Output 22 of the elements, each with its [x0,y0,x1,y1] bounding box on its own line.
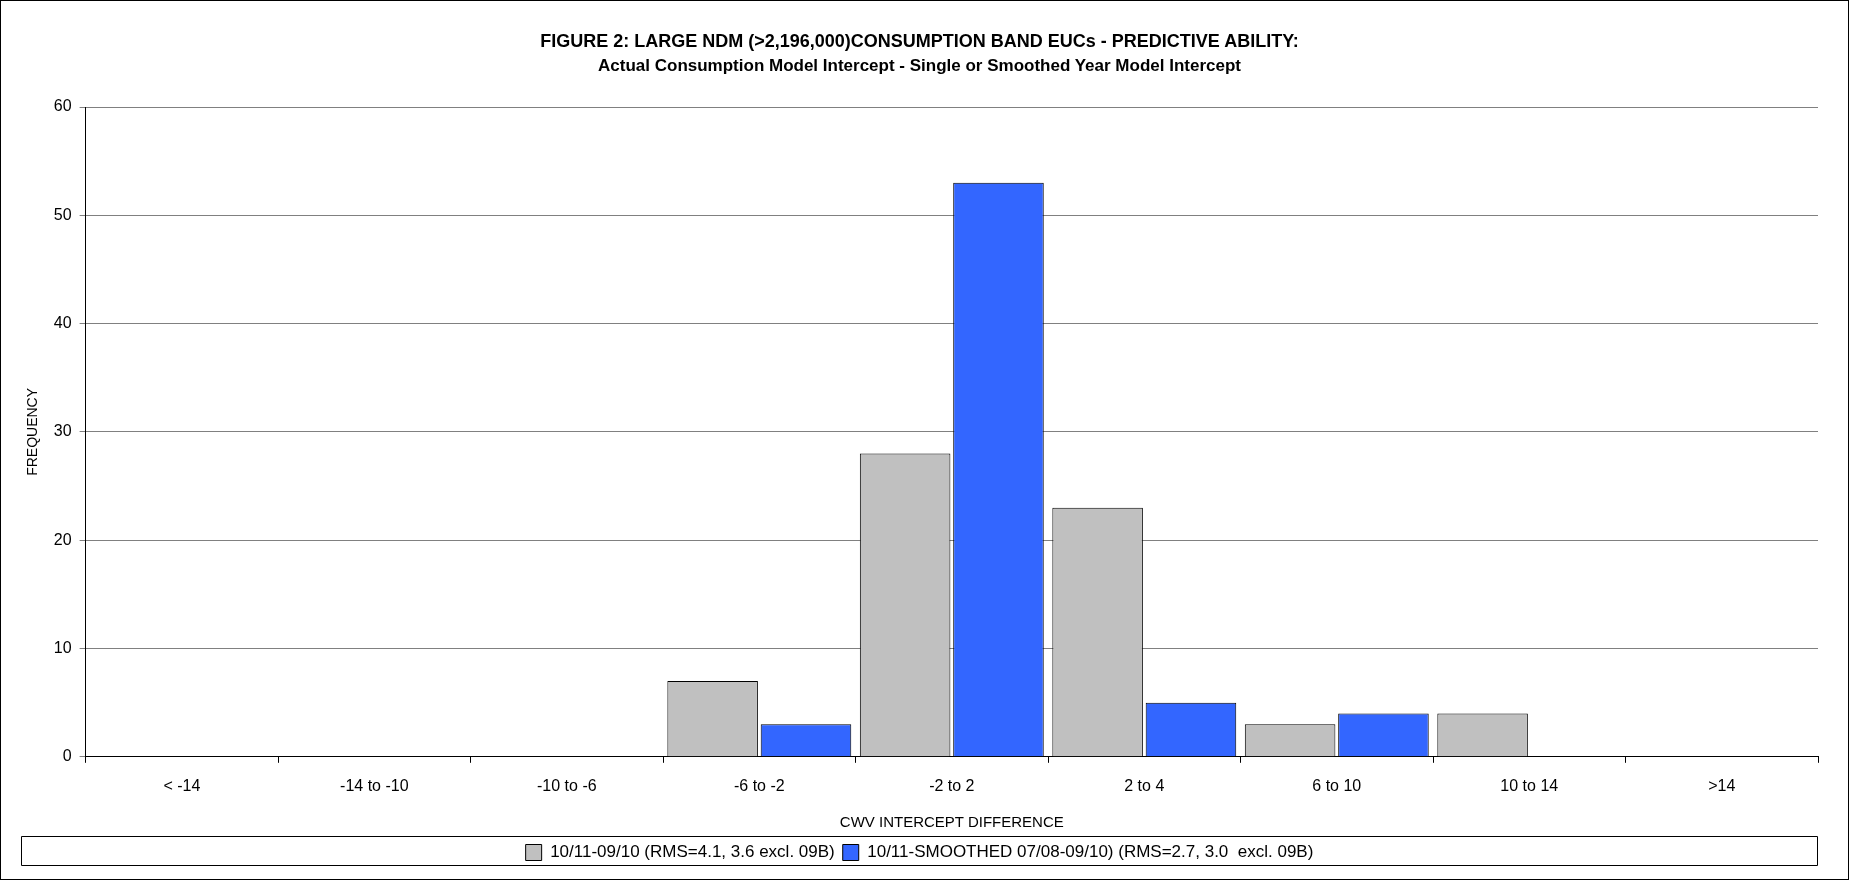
y-axis-title: FREQUENCY [24,387,41,476]
x-tick-label: 10 to 14 [1500,776,1559,794]
y-tick-label: 60 [53,97,72,115]
y-tick-label: 30 [53,422,72,440]
x-axis-title: CWV INTERCEPT DIFFERENCE [839,813,1064,831]
x-tick-label: < -14 [163,776,201,794]
x-tick-label: -2 to 2 [929,776,975,794]
y-tick-label: 0 [62,747,72,765]
x-tick-label: 6 to 10 [1312,776,1362,794]
x-tick-label: -10 to -6 [537,776,597,794]
y-tick-label: 50 [53,205,72,223]
chart-title: FIGURE 2: LARGE NDM (>2,196,000)CONSUMPTION BAND EUCs - PREDICTIVE ABILITY: [540,30,1299,51]
legend-label: 10/11-SMOOTHED 07/08-09/10) (RMS=2.7, 3.0 excl. 09B) [867,842,1314,862]
chart-subtitle: Actual Consumption Model Intercept - Single or Smoothed Year Model Intercept [598,56,1242,76]
x-tick-label: 2 to 4 [1124,776,1165,794]
x-tick-label: -14 to -10 [340,776,409,794]
y-tick-label: 10 [53,638,72,656]
y-tick-label: 20 [53,530,72,548]
x-tick-label: -6 to -2 [733,776,785,794]
x-tick-label: >14 [1708,776,1736,794]
legend-label: 10/11-09/10 (RMS=4.1, 3.6 excl. 09B) [550,842,835,862]
y-tick-label: 40 [53,314,72,332]
